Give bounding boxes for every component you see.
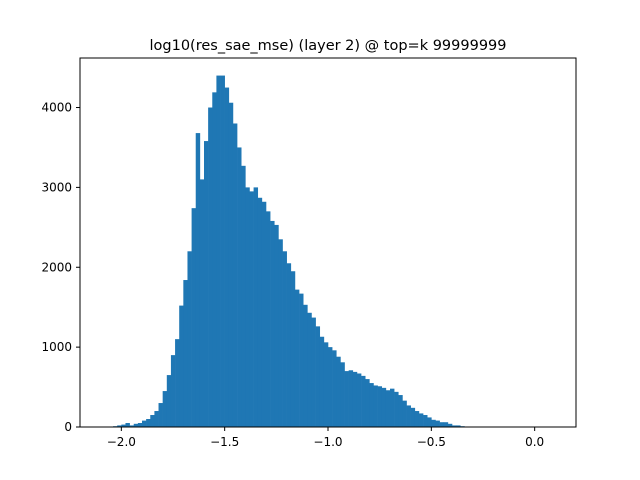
histogram-bars [113, 75, 465, 428]
histogram-bar [166, 375, 172, 427]
histogram-bar [282, 251, 287, 427]
x-tick-label: −1.5 [210, 435, 239, 449]
histogram-bar [270, 220, 275, 427]
histogram-bar [245, 187, 250, 427]
histogram-bar [228, 102, 234, 427]
histogram-bar [204, 141, 209, 427]
histogram-bar [390, 388, 395, 427]
histogram-bar [418, 413, 424, 427]
x-tick-label: −0.5 [417, 435, 446, 449]
histogram-bar [344, 371, 349, 427]
histogram-bar [199, 179, 205, 427]
histogram-bar [216, 75, 221, 427]
histogram-bar [179, 305, 184, 427]
histogram-bar [294, 289, 300, 427]
histogram-bar [315, 326, 321, 427]
histogram-bar [406, 405, 411, 427]
histogram-bar [150, 415, 155, 427]
y-tick-label: 0 [64, 420, 72, 434]
x-tick-label: −2.0 [107, 435, 136, 449]
histogram-bar [183, 280, 188, 427]
histogram-bar [402, 400, 407, 427]
histogram-bar [365, 379, 370, 427]
histogram-bar [332, 350, 337, 427]
histogram-bar [394, 391, 399, 427]
histogram-bar [299, 293, 304, 427]
histogram-bar [191, 208, 197, 427]
histogram-bar [377, 386, 383, 427]
histogram-bar [361, 375, 366, 427]
histogram-bar [121, 424, 126, 427]
histogram-bar [356, 373, 362, 427]
histogram-bar [220, 75, 225, 427]
y-tick-label: 4000 [41, 101, 72, 115]
histogram-bar [117, 425, 122, 427]
histogram-bar [385, 390, 391, 427]
histogram-bar [241, 165, 246, 427]
histogram-bar [237, 147, 242, 427]
y-tick-label: 2000 [41, 260, 72, 274]
histogram-bar [427, 417, 432, 427]
histogram-bar [323, 342, 329, 427]
histogram-bar [274, 224, 279, 427]
histogram-bar [435, 420, 440, 427]
histogram-bar [266, 211, 271, 427]
histogram-bar [303, 304, 308, 427]
histogram-bar [137, 423, 143, 427]
x-axis: −2.0 −1.5 −1.0 −0.5 0.0 [107, 427, 544, 449]
histogram-bar [208, 107, 213, 428]
histogram-bar [443, 422, 449, 427]
x-tick-label: 0.0 [525, 435, 544, 449]
histogram-bar [195, 133, 201, 427]
histogram-bar [224, 87, 230, 428]
histogram-bar [319, 336, 325, 427]
histogram-bar [278, 239, 283, 427]
y-axis: 0 1000 2000 3000 4000 [41, 101, 80, 434]
histogram-bar [290, 271, 296, 427]
histogram-bar [352, 371, 358, 427]
histogram-bar [381, 387, 387, 427]
histogram-bar [439, 422, 445, 427]
histogram-bar [414, 411, 420, 427]
histogram-bar [154, 411, 159, 427]
histogram-bar [369, 383, 374, 427]
histogram-bar [257, 197, 263, 427]
histogram-bar [410, 407, 416, 427]
histogram-bar [311, 317, 316, 427]
x-tick-label: −1.0 [313, 435, 342, 449]
histogram-bar [212, 92, 217, 427]
y-tick-label: 3000 [41, 180, 72, 194]
histogram-bar [249, 191, 254, 427]
histogram-bar [286, 263, 292, 427]
chart-title: log10(res_sae_mse) (layer 2) @ top=k 999… [149, 38, 506, 54]
histogram-bar [232, 123, 238, 428]
histogram-bar [431, 419, 436, 427]
histogram-bar [336, 356, 341, 427]
histogram-bar [187, 251, 192, 427]
histogram-bar [129, 425, 135, 427]
histogram-bar [456, 425, 461, 427]
histogram-bar [158, 403, 163, 427]
histogram-bar [170, 355, 176, 427]
histogram-bar [162, 391, 168, 427]
histogram-bar [423, 415, 428, 427]
histogram-bar [146, 419, 151, 427]
histogram-bar [142, 420, 147, 427]
y-tick-label: 1000 [41, 340, 72, 354]
histogram-bar [125, 423, 130, 427]
histogram-bar [307, 312, 312, 427]
histogram-bar [175, 339, 180, 427]
histogram-bar [348, 370, 354, 427]
histogram-bar [340, 362, 345, 427]
histogram-bar [253, 187, 259, 427]
plot-frame [79, 57, 577, 428]
histogram-bar [373, 385, 378, 427]
histogram-bar [133, 423, 139, 427]
histogram-bar [261, 201, 267, 427]
histogram-bar [447, 423, 453, 427]
histogram-bar [452, 425, 457, 427]
histogram-bar [328, 347, 333, 427]
histogram-bar [398, 395, 403, 427]
